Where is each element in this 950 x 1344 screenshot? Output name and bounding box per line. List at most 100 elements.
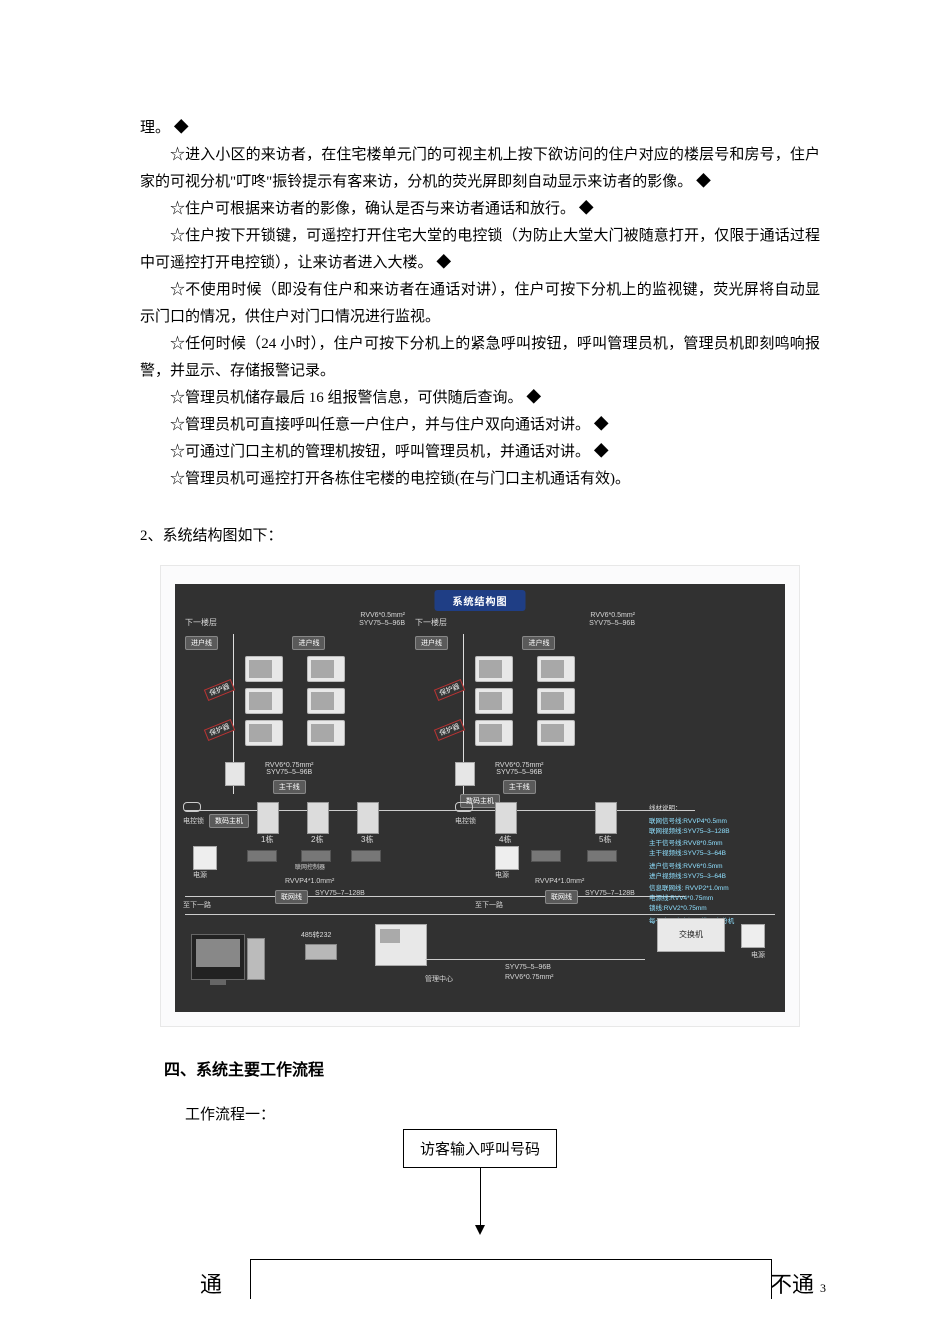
protector-l2: 保护器 [204, 719, 235, 741]
cable-tag-left-top: RVV6*0.5mm² SYV75–5–96B [359, 612, 405, 627]
cable-a-r: RVV6*0.5mm² [589, 612, 635, 620]
monitor-icon [307, 656, 345, 682]
protector-l1: 保护器 [204, 679, 235, 701]
power-l-label: 电源 [193, 870, 207, 880]
host-2 [307, 802, 329, 834]
monitor-icon [307, 688, 345, 714]
legend-2a: 主干信号线:RVV8*0.5mm [649, 839, 779, 849]
power-r [495, 846, 519, 870]
pc-tower-icon [247, 938, 265, 980]
legend-3a: 进户信号线:RVV6*0.5mm [649, 862, 779, 872]
document-page: 理。 ☆进入小区的来访者，在住宅楼单元门的可视主机上按下欲访问的住户对应的楼层号… [0, 0, 950, 1344]
monitor-icon [245, 688, 283, 714]
netline-badge-l: 联网线 [275, 890, 308, 904]
splitter-icon [225, 762, 245, 786]
host-5 [595, 802, 617, 834]
mgr-line [425, 959, 645, 960]
monitor-row-r1 [475, 656, 635, 682]
para-continuation: 理。 [140, 115, 820, 142]
legend-1b: 联网视频线:SYV75–3–128B [649, 827, 779, 837]
power-sw [741, 924, 765, 948]
to-next-r: 至下一路 [475, 900, 503, 910]
para-4: ☆不使用时候（即没有住户和来访者在通话对讲），住户可按下分机上的监视键，荧光屏将… [140, 277, 820, 331]
para-5: ☆任何时候（24 小时），住户可按下分机上的紧急呼叫按钮，呼叫管理员机，管理员机… [140, 331, 820, 385]
cable-a: RVV6*0.5mm² [359, 612, 405, 620]
b5: 5栋 [599, 834, 611, 845]
lock-icon [183, 802, 201, 812]
host-1 [257, 802, 279, 834]
mgr-cable-b: RVV6*0.75mm² [505, 974, 554, 981]
netcable-r: SYV75–7–128B [585, 890, 635, 897]
flow-arrow-down [480, 1167, 481, 1227]
legend-2b: 主干视频线:SYV75–3–64B [649, 849, 779, 859]
bottom-zone: 485转232 管理中心 SYV75–5–96B RVV6*0.75mm² 交换… [185, 914, 775, 1004]
branch-left: 下一楼层 RVV6*0.5mm² SYV75–5–96B 进户线 进户线 保护器 [185, 612, 405, 746]
power-l [193, 846, 217, 870]
cable-c-l: RVV6*0.75mm² [265, 762, 314, 769]
netctrl-5 [587, 850, 617, 862]
netctrl-label-l: 联网控制器 [295, 862, 325, 871]
into-house-left-2: 进户线 [292, 636, 325, 650]
branch-right: 下一楼层 RVV6*0.5mm² SYV75–5–96B 进户线 进户线 保护器 [415, 612, 635, 746]
splitter-icon [455, 762, 475, 786]
para-1: ☆进入小区的来访者，在住宅楼单元门的可视主机上按下欲访问的住户对应的楼层号和房号… [140, 142, 820, 196]
netctrl-4 [531, 850, 561, 862]
protector-r1: 保护器 [434, 679, 465, 701]
flow-branch-line [250, 1259, 772, 1260]
bottom-rail [185, 914, 775, 915]
cable-b: SYV75–5–96B [359, 620, 405, 628]
legend-4a: 信息联网线: RVVP2*1.0mm [649, 884, 779, 894]
monitor-icon [537, 688, 575, 714]
switch-icon: 交换机 [657, 918, 725, 952]
para-2: ☆住户可根据来访者的影像，确认是否与来访者通话和放行。 [140, 196, 820, 223]
monitor-icon [537, 656, 575, 682]
legend-1a: 联网信号线:RVVP4*0.5mm [649, 817, 779, 827]
manager-unit-icon [375, 924, 427, 966]
host-3 [357, 802, 379, 834]
floor-down-left: 下一楼层 [185, 617, 217, 628]
monitor-row-l1 [245, 656, 405, 682]
into-house-right-2: 进户线 [522, 636, 555, 650]
cable-d-l: SYV75–5–96B [265, 769, 314, 776]
host-4 [495, 802, 517, 834]
body-text-block: 理。 ☆进入小区的来访者，在住宅楼单元门的可视主机上按下欲访问的住户对应的楼层号… [140, 115, 820, 493]
digital-host-l: 数码主机 [209, 814, 249, 828]
section-4-heading: 四、系统主要工作流程 [140, 1057, 820, 1086]
section-2-heading: 2、系统结构图如下： [140, 523, 820, 550]
monitor-row-l2 [245, 688, 405, 714]
legend-4c: 锁线:RVV2*0.75mm [649, 904, 779, 914]
arrowhead-icon [475, 1225, 485, 1235]
legend-4b: 电源线:RVV4*0.75mm [649, 894, 779, 904]
netcable-l: SYV75–7–128B [315, 890, 365, 897]
power-r-label: 电源 [495, 870, 509, 880]
legend-3b: 进户视频线:SYV75–3–64B [649, 872, 779, 882]
trunk-right: 主干线 [503, 780, 536, 794]
page-number: 3 [820, 1281, 826, 1296]
monitor-icon [537, 720, 575, 746]
monitor-icon [475, 656, 513, 682]
cable-tag-right-top: RVV6*0.5mm² SYV75–5–96B [589, 612, 635, 627]
netctrl-1 [247, 850, 277, 862]
monitor-icon [475, 688, 513, 714]
flow-box-input: 访客输入呼叫号码 [403, 1129, 557, 1168]
monitor-row-l3 [245, 720, 405, 746]
para-8: ☆可通过门口主机的管理机按钮，呼叫管理员机，并通话对讲。 [140, 439, 820, 466]
cable-d-r: SYV75–5–96B [495, 769, 544, 776]
into-house-left-1: 进户线 [185, 636, 218, 650]
conv-label: 485转232 [301, 930, 331, 940]
diagram-canvas: 系统结构图 下一楼层 RVV6*0.5mm² SYV75–5–96B 进户线 进… [175, 584, 785, 1012]
flow-label-pass: 通 [200, 1267, 222, 1299]
para-6: ☆管理员机储存最后 16 组报警信息，可供随后查询。 [140, 385, 820, 412]
legend-title: 线材说明： [649, 804, 779, 814]
para-3: ☆住户按下开锁键，可遥控打开住宅大堂的电控锁（为防止大堂大门被随意打开，仅限于通… [140, 223, 820, 277]
mgr-center: 管理中心 [425, 974, 453, 984]
b2: 2栋 [311, 834, 323, 845]
para-7: ☆管理员机可直接呼叫任意一户住户，并与住户双向通话对讲。 [140, 412, 820, 439]
workflow-label: 工作流程一： [140, 1102, 820, 1129]
flow-label-fail: 不通 [770, 1267, 814, 1299]
monitor-icon [307, 720, 345, 746]
switch-label: 交换机 [658, 929, 724, 940]
b1: 1栋 [261, 834, 273, 845]
elock-l: 电控锁 [183, 816, 204, 826]
b3: 3栋 [361, 834, 373, 845]
